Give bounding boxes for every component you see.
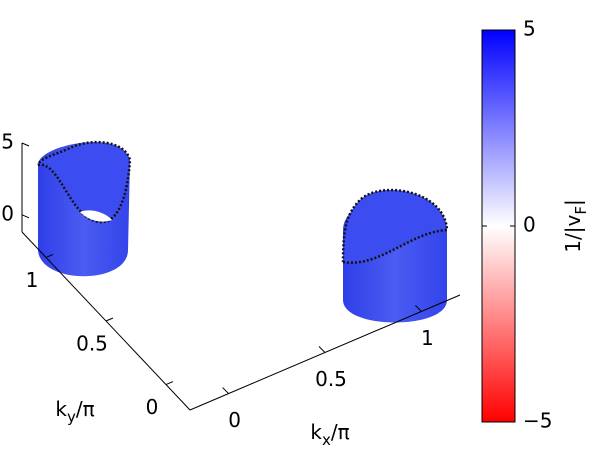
y-axis-label: ky/π <box>55 397 94 426</box>
x-tick-label: 0.5 <box>315 367 347 391</box>
z-tick-label: 5 <box>1 130 14 154</box>
x-axis-label: kx/π <box>310 420 349 449</box>
x-tick-label: 1 <box>421 326 434 350</box>
y-label-part: k <box>55 397 67 421</box>
z-tick <box>21 142 30 147</box>
y-tick <box>45 253 54 258</box>
x-tick <box>415 305 422 312</box>
x-label-part: /π <box>331 420 350 444</box>
colorbar-tick-label: −5 <box>523 409 552 433</box>
y-label-sub: y <box>67 408 76 426</box>
cb-label-part: 1/|v <box>561 215 585 253</box>
x-tick-label: 0 <box>228 408 241 432</box>
y-tick-label: 0.5 <box>76 332 108 356</box>
x-label-part: k <box>310 420 322 444</box>
cb-label-sub: F <box>572 206 590 215</box>
y-tick-label: 0 <box>146 395 159 419</box>
x-tick <box>222 387 229 394</box>
colorbar-tick-label: 0 <box>523 213 536 237</box>
y-tick <box>105 317 114 322</box>
colorbar <box>481 29 516 423</box>
colorbar-label: 1/|vF| <box>561 199 590 252</box>
z-tick <box>21 214 30 219</box>
z-tick-label: 0 <box>1 201 14 225</box>
x-tick <box>318 346 326 353</box>
colorbar-tick-label: 5 <box>523 17 536 41</box>
cb-label-part: | <box>561 199 585 206</box>
y-tick <box>165 381 174 386</box>
y-label-part: /π <box>76 397 95 421</box>
pocket-left <box>36 140 132 277</box>
pocket-right <box>341 188 449 323</box>
x-label-sub: x <box>322 431 331 449</box>
y-tick-label: 1 <box>26 268 39 292</box>
